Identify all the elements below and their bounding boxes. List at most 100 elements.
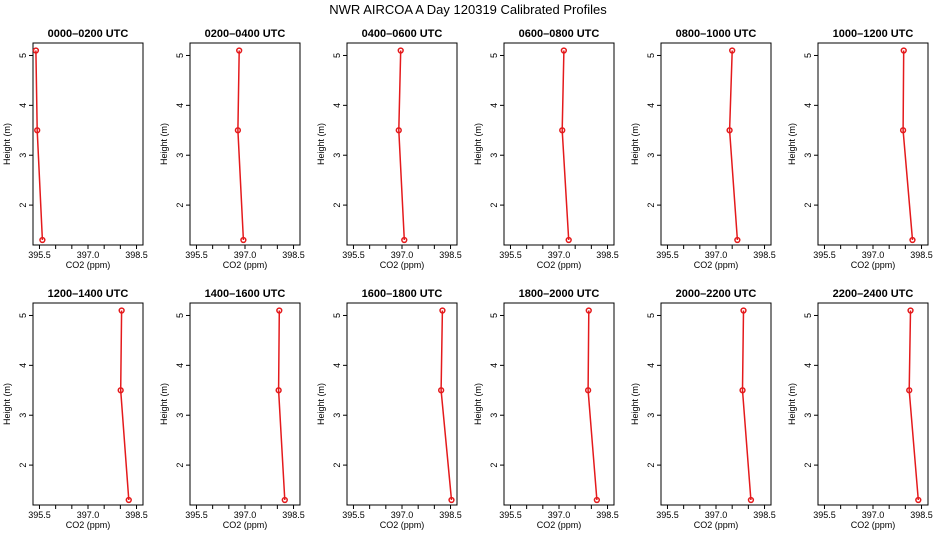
panel-title: 1200–1400 UTC [48, 288, 129, 300]
plot-frame [346, 302, 458, 506]
x-axis-label: CO2 (ppm) [380, 260, 425, 270]
x-tick-label: 397.0 [548, 250, 571, 260]
y-tick-label: 3 [646, 413, 656, 418]
plot-frame [346, 42, 458, 246]
profile-line [902, 50, 914, 241]
profile-panel: 0400–0600 UTC 395.5 397.0 398.5 2 3 4 5 CO2 (ppm… [316, 28, 462, 270]
y-tick-label: 2 [175, 463, 185, 468]
x-tick-label: 397.0 [234, 510, 257, 520]
y-tick-label: 4 [489, 363, 499, 368]
panel-title: 0200–0400 UTC [205, 28, 286, 40]
profile-point [584, 387, 592, 394]
profile-point [559, 127, 566, 134]
plot-frame [660, 42, 772, 246]
x-tick-label: 395.5 [28, 510, 51, 520]
y-tick-label: 2 [489, 463, 499, 468]
y-tick-label: 4 [18, 363, 28, 368]
x-tick-label: 395.5 [342, 510, 365, 520]
x-tick-label: 398.5 [910, 510, 933, 520]
y-tick-label: 5 [175, 53, 185, 58]
profile-line [741, 310, 752, 501]
profile-point [439, 307, 446, 314]
profile-point [900, 47, 907, 54]
profile-point [560, 47, 568, 54]
x-tick-label: 395.5 [499, 510, 522, 520]
panel-title: 0400–0600 UTC [362, 28, 443, 40]
plot-frame [189, 42, 301, 246]
x-tick-label: 395.5 [342, 250, 365, 260]
panel-title: 2000–2200 UTC [676, 288, 757, 300]
y-tick-label: 5 [18, 53, 28, 58]
x-tick-label: 397.0 [862, 250, 885, 260]
figure-title: NWR AIRCOA A Day 120319 Calibrated Profi… [329, 2, 607, 17]
panel-title: 1600–1800 UTC [362, 288, 443, 300]
profile-line [119, 310, 130, 501]
y-tick-label: 5 [646, 313, 656, 318]
y-tick-label: 4 [803, 363, 813, 368]
x-axis-label: CO2 (ppm) [66, 260, 111, 270]
x-tick-label: 397.0 [705, 250, 728, 260]
profile-point [726, 127, 733, 134]
x-axis-label: CO2 (ppm) [851, 520, 896, 530]
y-tick-label: 5 [803, 313, 813, 318]
y-axis-label: Height (m) [473, 383, 483, 425]
y-axis-label: Height (m) [2, 123, 12, 165]
plot-frame [660, 302, 772, 506]
panel-grid: 0000–0200 UTC 395.5 397.0 398.5 2 3 4 5 CO2 (ppm… [2, 28, 933, 530]
profile-point [34, 127, 41, 134]
x-tick-label: 397.0 [548, 510, 571, 520]
x-tick-label: 395.5 [499, 250, 522, 260]
profile-line [277, 310, 286, 501]
panel-title: 0600–0800 UTC [519, 28, 600, 40]
profile-line [35, 50, 44, 241]
y-tick-label: 2 [489, 203, 499, 208]
profile-point [734, 236, 741, 244]
profile-panel: 2200–2400 UTC 395.5 397.0 398.5 2 3 4 5 CO2 (ppm… [787, 288, 933, 530]
x-tick-label: 395.5 [28, 250, 51, 260]
profile-line [908, 310, 920, 501]
profile-point [32, 47, 40, 54]
y-tick-label: 2 [646, 203, 656, 208]
y-axis-label: Height (m) [787, 123, 797, 165]
panel-title: 1400–1600 UTC [205, 288, 286, 300]
x-tick-label: 395.5 [813, 510, 836, 520]
profile-point [437, 387, 445, 394]
y-tick-label: 2 [803, 463, 813, 468]
x-tick-label: 398.5 [125, 510, 148, 520]
profile-panel: 1200–1400 UTC 395.5 397.0 398.5 2 3 4 5 CO2 (ppm… [2, 288, 148, 530]
y-axis-label: Height (m) [159, 383, 169, 425]
profile-point [117, 387, 124, 394]
plot-frame [817, 302, 929, 506]
panel-title: 0000–0200 UTC [48, 28, 129, 40]
y-tick-label: 3 [646, 153, 656, 158]
y-axis-label: Height (m) [630, 123, 640, 165]
y-tick-label: 4 [18, 103, 28, 108]
x-tick-label: 398.5 [125, 250, 148, 260]
x-tick-label: 397.0 [391, 510, 414, 520]
y-axis-label: Height (m) [2, 383, 12, 425]
x-axis-label: CO2 (ppm) [537, 260, 582, 270]
profile-panel: 1400–1600 UTC 395.5 397.0 398.5 2 3 4 5 CO2 (ppm… [159, 288, 305, 530]
profile-point [907, 307, 914, 314]
x-tick-label: 395.5 [185, 250, 208, 260]
profile-point [906, 387, 913, 394]
y-tick-label: 3 [18, 153, 28, 158]
profile-point [909, 236, 916, 244]
y-tick-label: 2 [332, 463, 342, 468]
y-tick-label: 3 [18, 413, 28, 418]
y-tick-label: 2 [803, 203, 813, 208]
x-tick-label: 398.5 [439, 250, 462, 260]
x-tick-label: 397.0 [391, 250, 414, 260]
profile-line [237, 50, 245, 241]
x-axis-label: CO2 (ppm) [694, 260, 739, 270]
y-tick-label: 2 [646, 463, 656, 468]
y-axis-label: Height (m) [316, 383, 326, 425]
profile-panel: 1000–1200 UTC 395.5 397.0 398.5 2 3 4 5 CO2 (ppm… [787, 28, 933, 270]
y-axis-label: Height (m) [630, 383, 640, 425]
y-tick-label: 4 [489, 103, 499, 108]
x-tick-label: 397.0 [77, 250, 100, 260]
x-tick-label: 397.0 [862, 510, 885, 520]
profile-point [401, 236, 408, 244]
profile-point [234, 127, 242, 134]
plot-frame [503, 302, 615, 506]
